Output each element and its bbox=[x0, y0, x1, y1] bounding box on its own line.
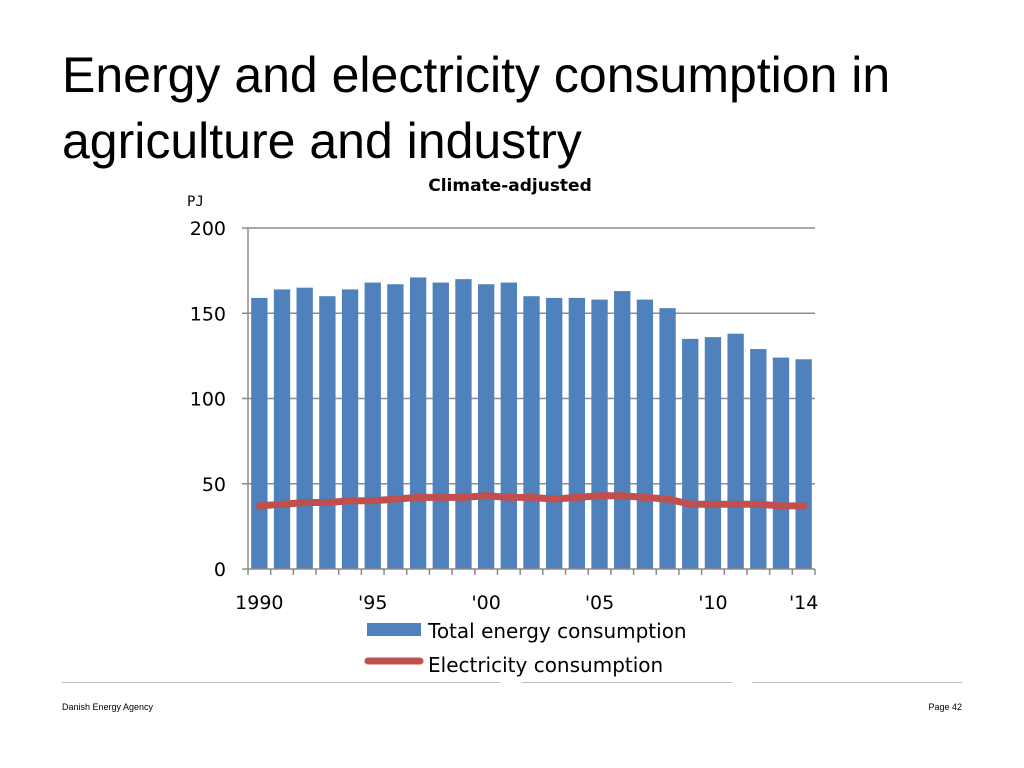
footer-divider-right bbox=[752, 682, 962, 683]
slide-title-line-1: Energy and electricity consumption in bbox=[62, 47, 891, 103]
bar-2014 bbox=[795, 359, 812, 569]
x-tick-label: 1990 bbox=[235, 592, 283, 614]
line-point-2008 bbox=[667, 498, 669, 500]
x-tick-label: '95 bbox=[358, 592, 387, 614]
line-point-2009 bbox=[689, 503, 691, 505]
legend-swatch-total-energy bbox=[367, 623, 421, 636]
line-point-2001 bbox=[508, 496, 510, 498]
line-point-1998 bbox=[440, 496, 442, 498]
bar-series bbox=[251, 277, 812, 569]
bar-2007 bbox=[636, 299, 654, 569]
line-series bbox=[255, 492, 808, 510]
x-tick-label: '14 bbox=[789, 592, 818, 614]
line-point-2003 bbox=[553, 498, 555, 500]
bar-1990 bbox=[251, 297, 268, 569]
footer-organization: Danish Energy Agency bbox=[62, 702, 154, 712]
line-point-2010 bbox=[712, 503, 714, 505]
bar-2010 bbox=[704, 337, 722, 569]
y-tick-label: 0 bbox=[214, 559, 226, 581]
footer-divider-middle bbox=[522, 682, 732, 683]
bar-1995 bbox=[364, 282, 381, 569]
bar-1992 bbox=[296, 287, 313, 569]
line-point-1994 bbox=[349, 500, 351, 502]
x-tick-label: '05 bbox=[585, 592, 614, 614]
y-tick-label: 50 bbox=[202, 474, 226, 496]
bar-2009 bbox=[682, 338, 699, 569]
line-point-1999 bbox=[462, 496, 464, 498]
line-point-1996 bbox=[394, 498, 396, 500]
bar-2002 bbox=[523, 296, 540, 569]
bar-1994 bbox=[341, 289, 359, 569]
line-point-2013 bbox=[780, 505, 782, 507]
bar-1993 bbox=[319, 296, 336, 569]
axes bbox=[242, 227, 816, 575]
y-axis-unit-label: PJ bbox=[187, 194, 204, 210]
line-point-2007 bbox=[644, 496, 646, 498]
line-point-2011 bbox=[735, 503, 737, 505]
legend: Total energy consumption Electricity cons… bbox=[364, 619, 687, 677]
bar-1999 bbox=[455, 279, 472, 569]
line-point-1990 bbox=[258, 505, 260, 507]
bar-2004 bbox=[568, 297, 586, 569]
bar-2003 bbox=[546, 297, 563, 569]
line-point-2004 bbox=[576, 496, 578, 498]
line-point-1991 bbox=[281, 503, 283, 505]
bar-2005 bbox=[591, 299, 608, 569]
bar-1991 bbox=[273, 289, 291, 569]
line-point-1995 bbox=[372, 500, 374, 502]
bar-2000 bbox=[477, 284, 495, 569]
slide-title: Energy and electricity consumption in ag… bbox=[62, 42, 982, 174]
line-point-1997 bbox=[417, 496, 419, 498]
chart-subtitle: Climate-adjusted bbox=[428, 176, 592, 196]
bar-2001 bbox=[500, 282, 517, 569]
bar-1998 bbox=[432, 282, 449, 569]
x-tick-labels: 1990 '95 '00 '05 '10 '14 bbox=[235, 592, 818, 614]
bar-2011 bbox=[727, 333, 744, 569]
slide-title-line-2: agriculture and industry bbox=[62, 113, 582, 169]
line-point-2002 bbox=[531, 496, 532, 498]
line-point-1992 bbox=[304, 502, 306, 504]
line-point-2014 bbox=[803, 505, 805, 507]
y-tick-labels: 0 50 100 150 200 bbox=[190, 218, 226, 581]
x-tick-label: '00 bbox=[471, 592, 500, 614]
bar-1996 bbox=[387, 284, 404, 569]
legend-label-total-energy: Total energy consumption bbox=[427, 619, 687, 643]
line-point-2006 bbox=[621, 495, 623, 497]
footer-page-number: Page 42 bbox=[928, 702, 962, 712]
x-tick-label: '10 bbox=[698, 592, 727, 614]
bar-2008 bbox=[659, 308, 676, 569]
y-tick-label: 100 bbox=[190, 389, 226, 411]
bar-2013 bbox=[772, 357, 790, 569]
legend-label-electricity: Electricity consumption bbox=[428, 653, 663, 677]
bar-1997 bbox=[409, 277, 427, 569]
line-point-2012 bbox=[757, 503, 759, 505]
y-tick-label: 150 bbox=[190, 303, 226, 325]
line-point-1993 bbox=[326, 502, 328, 504]
y-tick-label: 200 bbox=[190, 218, 226, 240]
bar-2006 bbox=[614, 291, 631, 569]
line-point-2000 bbox=[485, 495, 487, 497]
footer-divider-left bbox=[62, 682, 500, 683]
bar-2012 bbox=[750, 349, 767, 569]
line-point-2005 bbox=[599, 495, 601, 497]
